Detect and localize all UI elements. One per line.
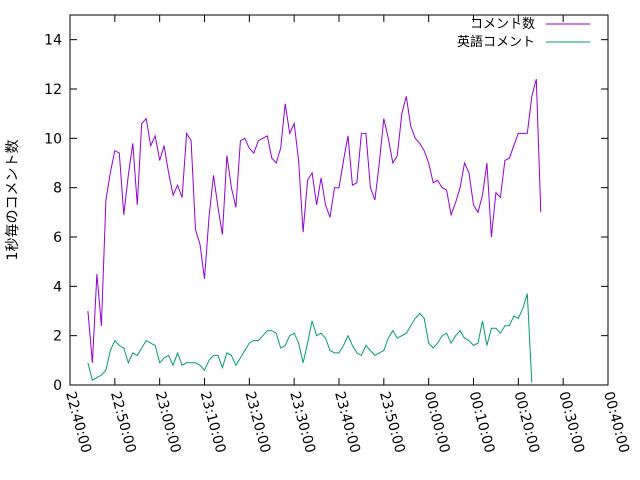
- x-tick-label: 22:50:00: [107, 390, 139, 455]
- y-axis-title: 1秒毎のコメント数: [5, 140, 21, 261]
- x-tick-label: 23:40:00: [331, 390, 363, 455]
- legend-label: コメント数: [470, 17, 535, 32]
- x-tick-label: 00:00:00: [421, 390, 453, 455]
- series-line-2: [87, 293, 533, 383]
- x-tick-label: 23:30:00: [286, 390, 318, 455]
- plot-area: [87, 78, 542, 383]
- x-tick-label: 00:30:00: [555, 390, 587, 455]
- x-tick-label: 22:40:00: [62, 390, 94, 455]
- y-tick-label: 6: [53, 230, 62, 246]
- y-tick-label: 12: [44, 82, 62, 98]
- x-tick-label: 23:20:00: [241, 390, 273, 455]
- y-axis: 0 2 4 6 8 10 12 14: [44, 33, 608, 394]
- y-tick-label: 2: [53, 329, 62, 345]
- y-tick-label: 0: [53, 378, 62, 394]
- x-tick-label: 23:50:00: [376, 390, 408, 455]
- y-tick-label: 10: [44, 131, 62, 147]
- x-axis: 22:40:00 22:50:00 23:00:00 23:10:00 23:20:00…: [62, 15, 632, 455]
- y-tick-label: 8: [53, 181, 62, 197]
- x-tick-label: 00:40:00: [600, 390, 632, 455]
- plot-frame: [69, 14, 609, 386]
- x-tick-label: 00:10:00: [466, 390, 498, 455]
- x-tick-label: 23:00:00: [152, 390, 184, 455]
- y-tick-label: 4: [53, 279, 62, 295]
- legend-label: 英語コメント: [457, 34, 535, 50]
- y-tick-label: 14: [44, 33, 62, 49]
- series-line-1: [87, 78, 542, 363]
- x-tick-label: 23:10:00: [197, 390, 229, 455]
- x-tick-label: 00:20:00: [510, 390, 542, 455]
